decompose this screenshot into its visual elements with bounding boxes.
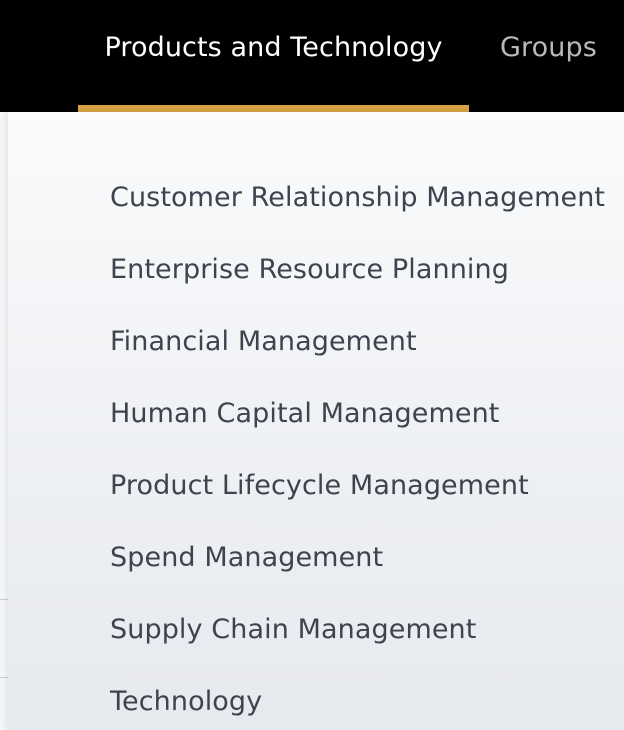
- menu-item-enterprise-resource-planning[interactable]: Enterprise Resource Planning: [110, 254, 509, 285]
- menu-item-spend-management[interactable]: Spend Management: [110, 542, 384, 573]
- menu-item-customer-relationship-management[interactable]: Customer Relationship Management: [110, 182, 606, 213]
- menu-item-technology[interactable]: Technology: [110, 686, 263, 717]
- menu-item-supply-chain-management[interactable]: Supply Chain Management: [110, 614, 477, 645]
- tab-groups[interactable]: Groups: [500, 0, 597, 112]
- top-navigation-bar: Products and Technology Groups: [0, 0, 624, 112]
- menu-item-product-lifecycle-management[interactable]: Product Lifecycle Management: [110, 470, 529, 501]
- tab-products-and-technology-label: Products and Technology: [104, 31, 443, 63]
- tab-groups-label: Groups: [500, 31, 597, 63]
- background-divider: [0, 599, 8, 600]
- active-tab-underline: [78, 105, 469, 112]
- products-dropdown-menu: Customer Relationship Management Enterpr…: [8, 112, 624, 730]
- tab-products-and-technology[interactable]: Products and Technology: [78, 0, 469, 112]
- menu-item-financial-management[interactable]: Financial Management: [110, 326, 417, 357]
- background-page-edge: [0, 112, 8, 730]
- menu-item-human-capital-management[interactable]: Human Capital Management: [110, 398, 500, 429]
- background-divider: [0, 677, 8, 678]
- dropdown-menu-list: Customer Relationship Management Enterpr…: [110, 178, 605, 730]
